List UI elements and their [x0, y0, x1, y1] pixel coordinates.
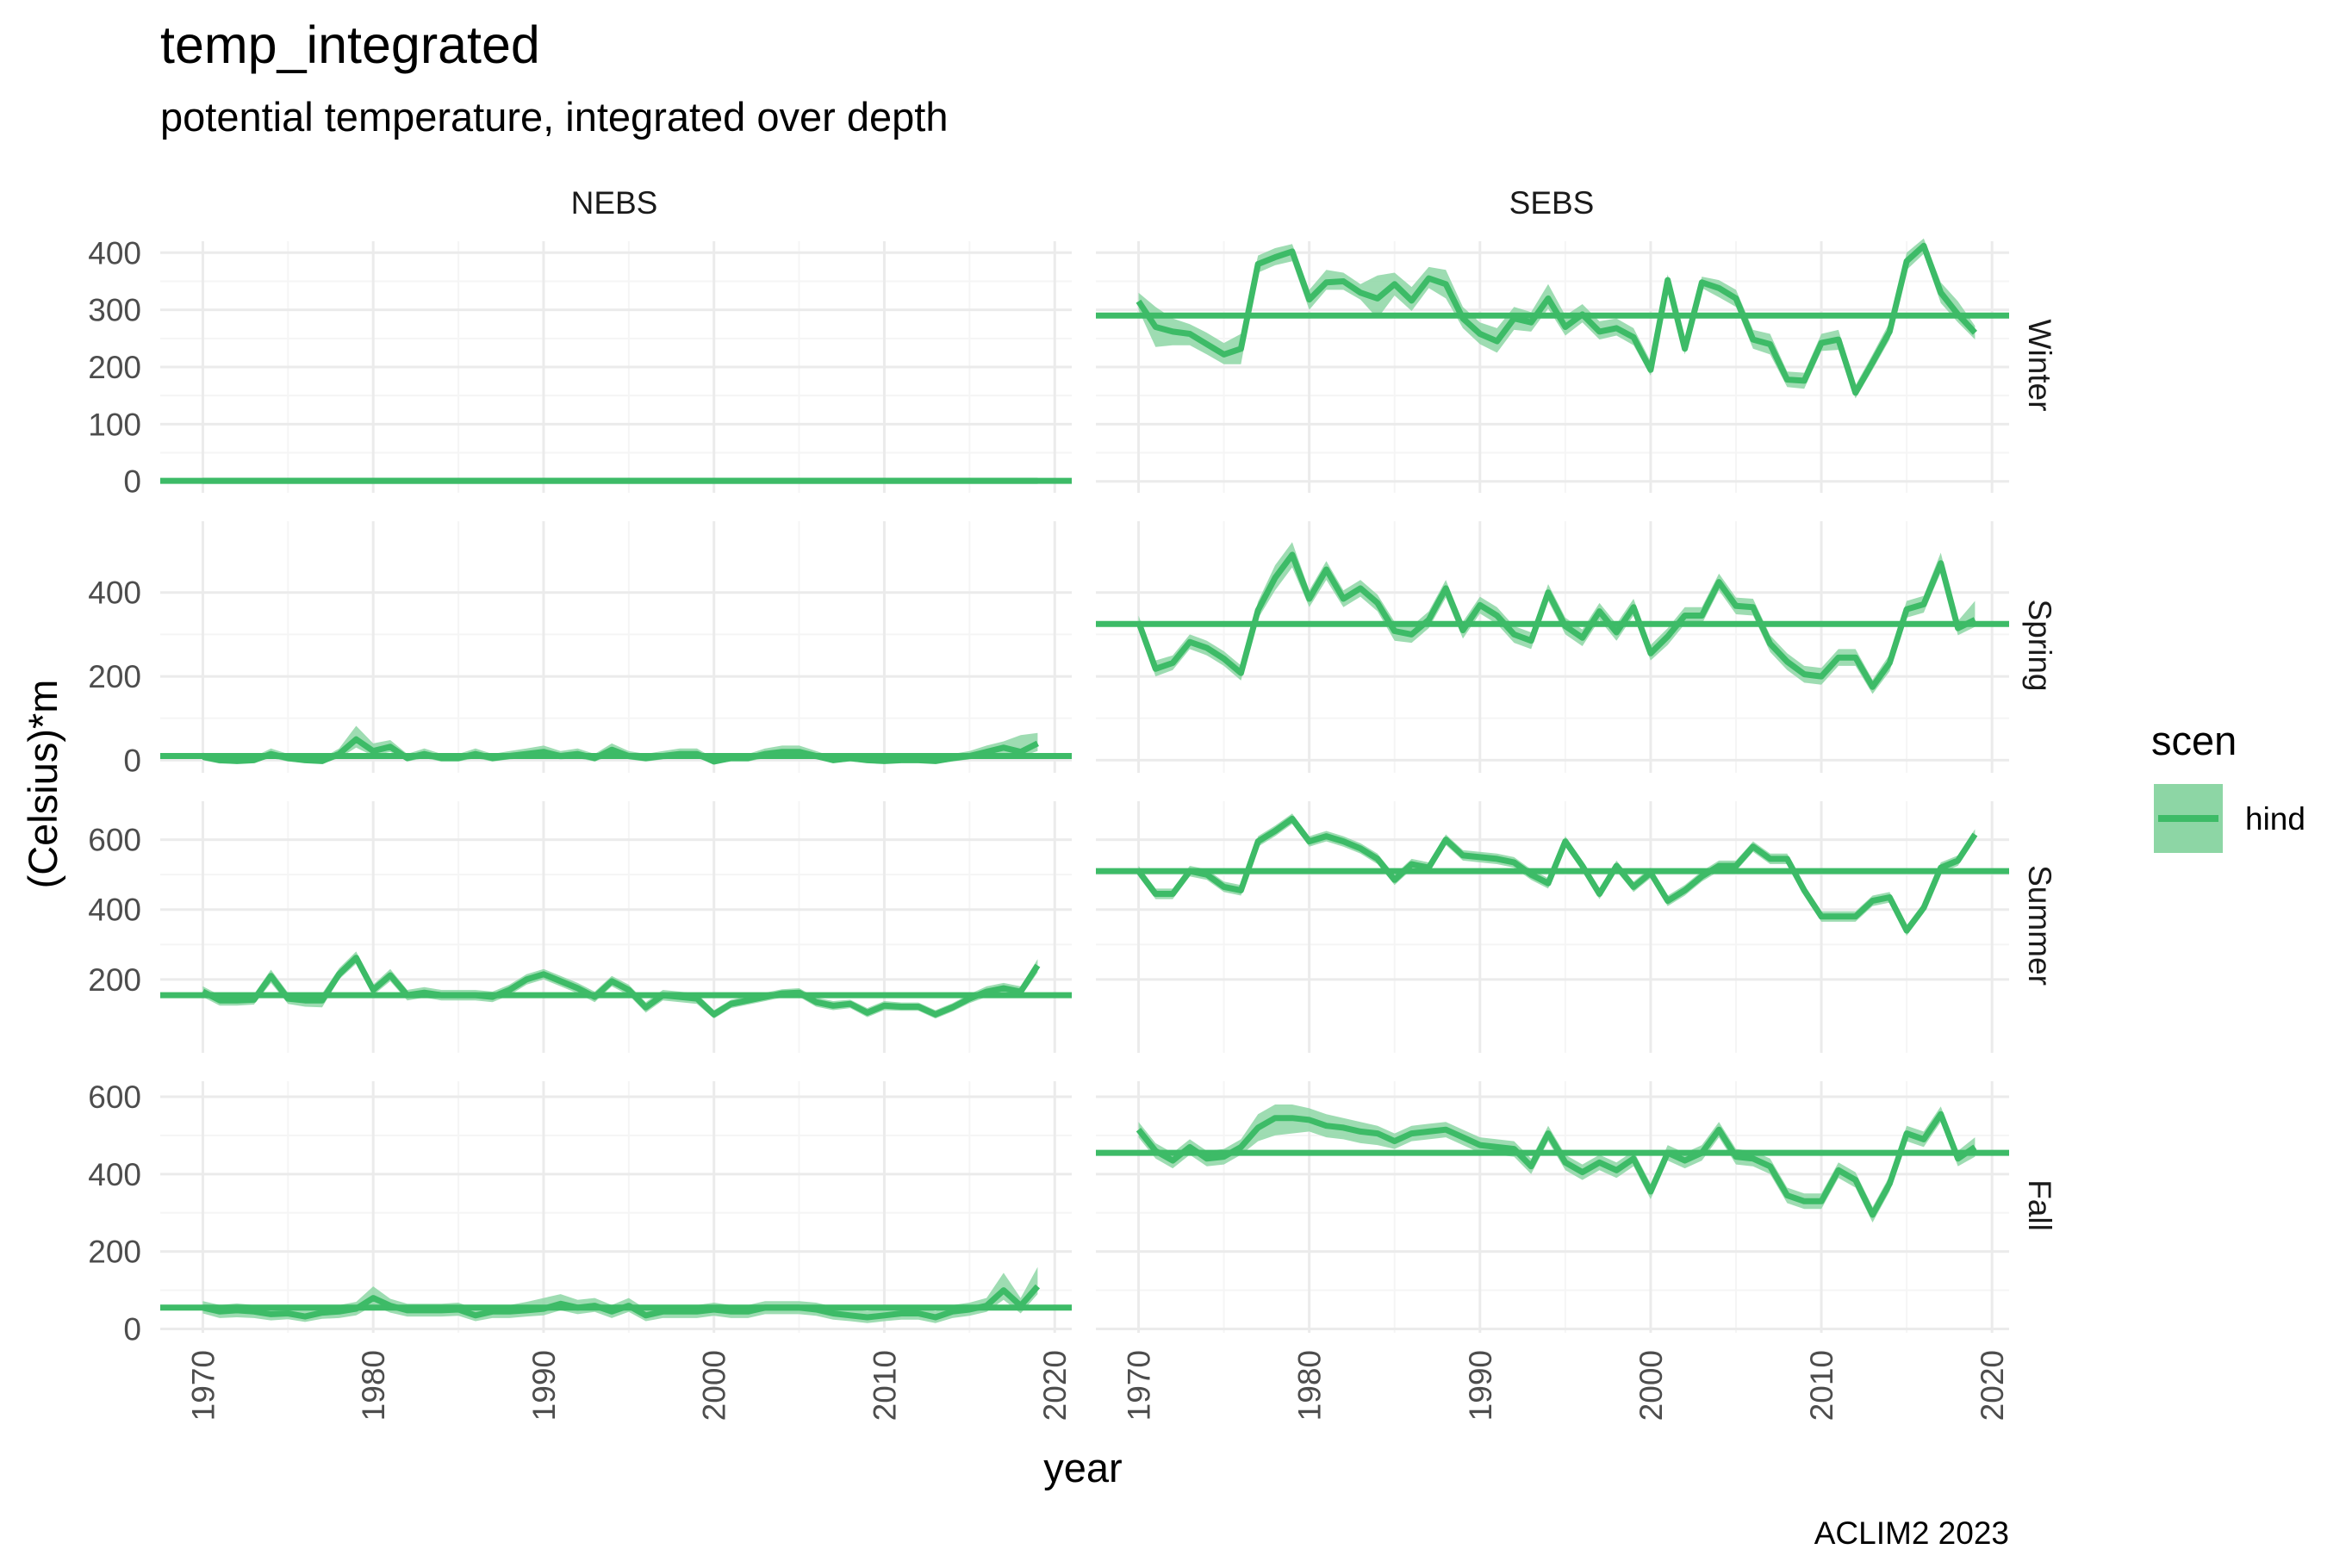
y-tick-label: 400 [88, 1157, 141, 1192]
panel-nebs-fall: 0 200 400 600 1970 1980 1990 2000 2010 2020 [88, 1080, 1073, 1421]
chart-title: temp_integrated [160, 16, 540, 74]
series-ribbon [1138, 542, 1976, 694]
y-tick-label: 200 [88, 962, 141, 998]
y-tick-label: 600 [88, 1080, 141, 1115]
y-tick-label: 200 [88, 350, 141, 385]
y-tick-label: 0 [123, 743, 141, 778]
chart-subtitle: potential temperature, integrated over d… [160, 94, 948, 140]
y-tick-label: 100 [88, 407, 141, 442]
y-tick-label: 400 [88, 893, 141, 928]
facet-strip-spring: Spring [2022, 600, 2057, 692]
panel-nebs-winter: 0 100 200 300 400 [88, 235, 1072, 500]
panel-sebs-fall: 1970 1980 1990 2000 2010 2020 [1096, 1081, 2010, 1421]
x-tick-label: 2010 [1804, 1350, 1839, 1421]
legend-title: scen [2151, 718, 2237, 763]
x-tick-label: 2010 [867, 1350, 902, 1421]
series-line-hind [1136, 242, 1977, 396]
y-tick-label: 400 [88, 235, 141, 271]
x-tick-label: 2000 [1633, 1350, 1669, 1421]
series-line-hind [202, 1284, 1041, 1321]
y-tick-label: 300 [88, 293, 141, 328]
panel-sebs-winter [1096, 238, 2009, 493]
panel-sebs-summer [1096, 801, 2009, 1053]
facet-strip-summer: Summer [2022, 865, 2057, 986]
x-tick-label: 1990 [1463, 1350, 1498, 1421]
x-tick-label: 2000 [697, 1350, 732, 1421]
caption: ACLIM2 2023 [1814, 1515, 2009, 1551]
facet-strip-winter: Winter [2022, 320, 2057, 412]
panel-nebs-summer: 200 400 600 [88, 801, 1072, 1053]
panel-sebs-spring [1096, 521, 2009, 773]
facet-strip-fall: Fall [2022, 1179, 2057, 1231]
series-line-hind [201, 955, 1041, 1017]
y-axis-title: (Celsius)*m [20, 680, 65, 889]
series-line-hind [1136, 551, 1976, 690]
panel-nebs-spring: 0 200 400 [88, 521, 1072, 778]
y-tick-label: 0 [123, 1312, 141, 1347]
y-tick-label: 200 [88, 1235, 141, 1270]
y-tick-label: 200 [88, 659, 141, 694]
x-tick-label: 1980 [1292, 1350, 1328, 1421]
x-tick-label: 1970 [1122, 1350, 1157, 1421]
y-tick-label: 600 [88, 823, 141, 858]
x-tick-label: 2020 [1037, 1350, 1073, 1421]
series-ribbon [1138, 1104, 1976, 1223]
x-tick-label: 2020 [1975, 1350, 2010, 1421]
legend-label-hind: hind [2245, 801, 2305, 837]
facet-strip-nebs: NEBS [571, 185, 658, 221]
y-tick-label: 0 [123, 464, 141, 500]
x-tick-label: 1990 [526, 1350, 562, 1421]
x-tick-label: 1970 [185, 1350, 221, 1421]
series-line-hind [202, 736, 1039, 765]
x-axis-title: year [1043, 1445, 1122, 1490]
facet-strip-sebs: SEBS [1509, 185, 1595, 221]
chart-panels: 0 100 200 300 400 0 200 400 200 400 600 0 200 400 600 1… [88, 235, 2010, 1421]
y-tick-label: 400 [88, 576, 141, 611]
series-line-hind [1136, 1111, 1977, 1218]
x-tick-label: 1980 [356, 1350, 391, 1421]
series-line-hind [1136, 815, 1978, 934]
